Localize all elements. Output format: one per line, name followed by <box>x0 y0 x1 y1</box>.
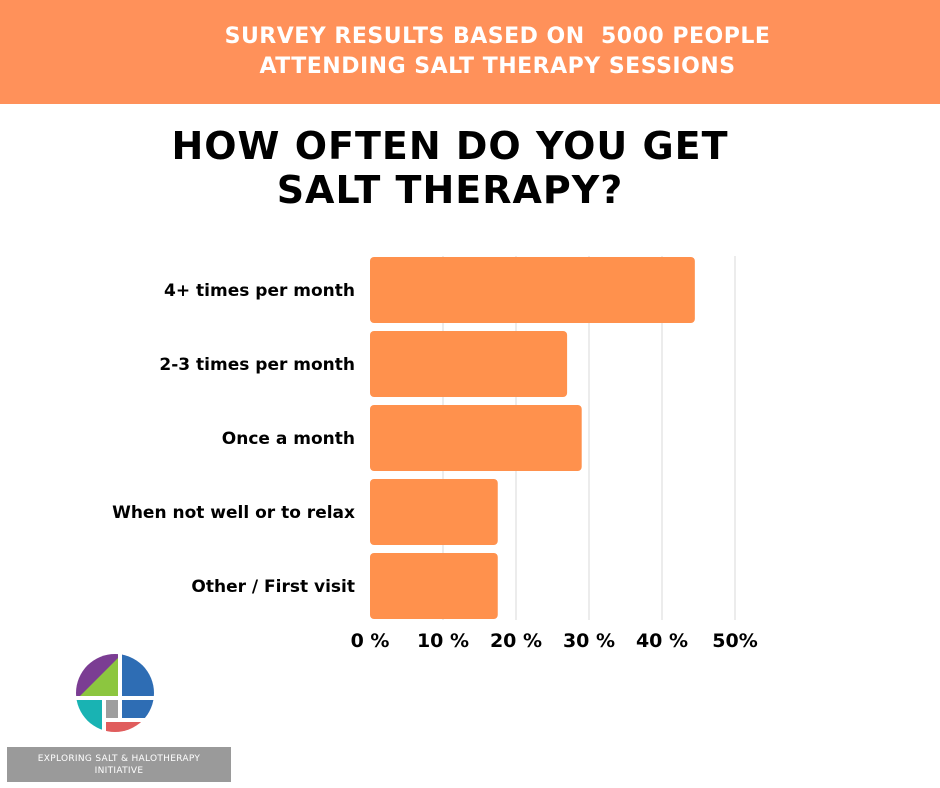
category-labels: 4+ times per month 2-3 times per month Onc… <box>112 281 355 597</box>
x-tick-label: 40 % <box>636 630 688 652</box>
org-name-line-2: INITIATIVE <box>94 765 144 776</box>
header-line-1: SURVEY RESULTS BASED ON 5000 PEOPLE <box>224 24 771 49</box>
chart-title: HOW OFTEN DO YOU GET SALT THERAPY? <box>150 124 750 212</box>
x-tick-label: 50% <box>712 630 757 652</box>
x-tick-label: 10 % <box>417 630 469 652</box>
chart-title-line-1: HOW OFTEN DO YOU GET <box>171 124 729 168</box>
header-banner: SURVEY RESULTS BASED ON 5000 PEOPLE ATTE… <box>0 0 940 104</box>
chart-title-line-2: SALT THERAPY? <box>276 168 624 212</box>
x-tick-label: 0 % <box>351 630 390 652</box>
bar <box>370 405 582 471</box>
category-label: 2-3 times per month <box>159 355 355 375</box>
bar <box>370 257 695 323</box>
bar <box>370 479 498 545</box>
x-tick-label: 30 % <box>563 630 615 652</box>
bars <box>370 257 695 619</box>
category-label: Once a month <box>222 429 355 449</box>
category-label: 4+ times per month <box>164 281 355 301</box>
bar <box>370 331 568 397</box>
category-label: When not well or to relax <box>112 503 355 523</box>
x-tick-label: 20 % <box>490 630 542 652</box>
bar <box>370 553 498 619</box>
header-line-2: ATTENDING SALT THERAPY SESSIONS <box>259 54 736 79</box>
org-name-box: EXPLORING SALT & HALOTHERAPY INITIATIVE <box>7 747 231 782</box>
org-name-line-1: EXPLORING SALT & HALOTHERAPY <box>37 753 201 764</box>
category-label: Other / First visit <box>191 577 355 597</box>
x-tick-labels: 0 % 10 % 20 % 30 % 40 % 50% <box>351 630 758 652</box>
esh-logo-icon <box>72 652 158 734</box>
